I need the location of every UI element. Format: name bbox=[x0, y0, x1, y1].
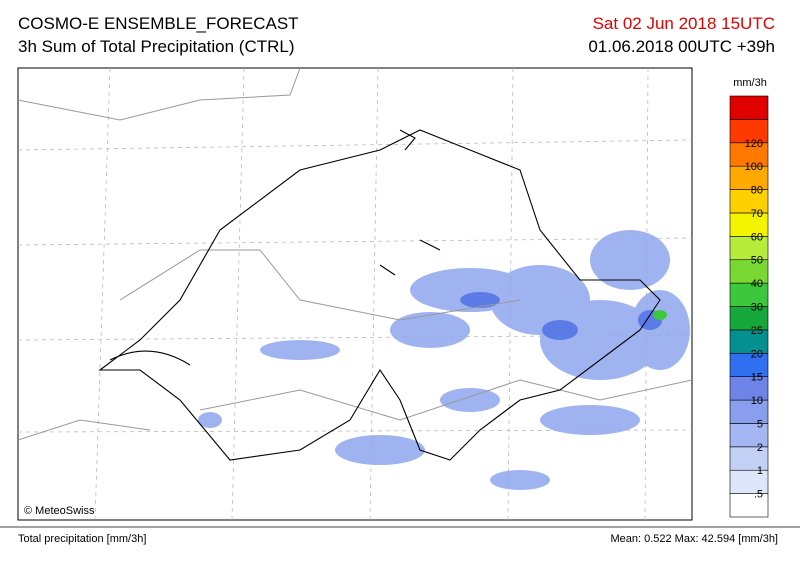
legend-swatch bbox=[729, 95, 769, 120]
legend-label: 40 bbox=[751, 278, 763, 290]
title: COSMO-E ENSEMBLE_FORECAST bbox=[18, 14, 299, 33]
legend-label: 25 bbox=[751, 325, 763, 337]
legend-label: 10 bbox=[751, 395, 763, 407]
subtitle: 3h Sum of Total Precipitation (CTRL) bbox=[18, 37, 295, 56]
footer-left: Total precipitation [mm/3h] bbox=[18, 533, 146, 545]
legend-label: 2 bbox=[757, 442, 763, 454]
legend-label: 1 bbox=[757, 465, 763, 477]
legend-unit: mm/3h bbox=[733, 77, 767, 89]
legend-label: .5 bbox=[754, 489, 763, 501]
map: © MeteoSwiss bbox=[17, 67, 693, 521]
legend-label: 20 bbox=[751, 348, 763, 360]
legend-label: 70 bbox=[751, 208, 763, 220]
copyright: © MeteoSwiss bbox=[24, 505, 95, 517]
legend-label: 120 bbox=[745, 138, 763, 150]
legend-label: 15 bbox=[751, 372, 763, 384]
footer-right: Mean: 0.522 Max: 42.594 [mm/3h] bbox=[610, 533, 778, 545]
legend-label: 60 bbox=[751, 231, 763, 243]
run-time: 01.06.2018 00UTC +39h bbox=[588, 37, 775, 56]
legend-label: 5 bbox=[757, 418, 763, 430]
legend-label: 50 bbox=[751, 255, 763, 267]
legend-label: 30 bbox=[751, 302, 763, 314]
legend-label: 80 bbox=[751, 185, 763, 197]
legend-label: 100 bbox=[745, 161, 763, 173]
valid-time: Sat 02 Jun 2018 15UTC bbox=[593, 14, 775, 33]
